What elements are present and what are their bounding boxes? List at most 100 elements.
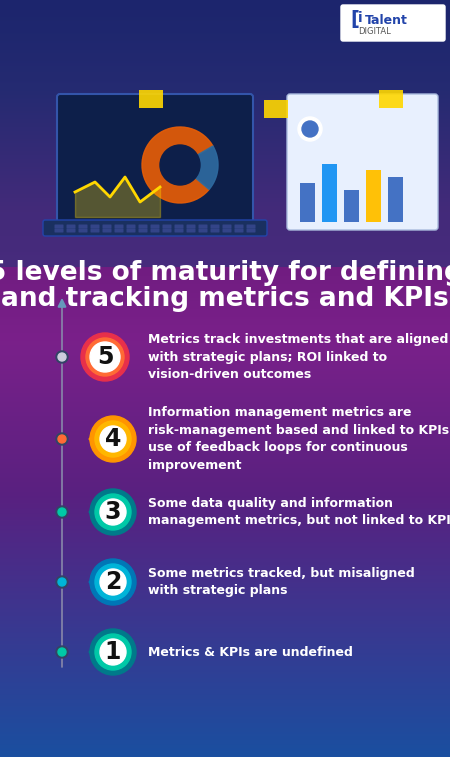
Circle shape: [56, 433, 68, 445]
FancyBboxPatch shape: [211, 229, 220, 232]
Circle shape: [302, 121, 318, 137]
FancyBboxPatch shape: [126, 229, 135, 232]
FancyBboxPatch shape: [162, 225, 171, 229]
Text: Metrics & KPIs are undefined: Metrics & KPIs are undefined: [148, 646, 353, 659]
FancyBboxPatch shape: [90, 229, 99, 232]
Circle shape: [95, 564, 131, 600]
FancyBboxPatch shape: [341, 5, 445, 41]
Circle shape: [95, 634, 131, 670]
Circle shape: [100, 639, 126, 665]
Circle shape: [56, 351, 68, 363]
Text: Some data quality and information
management metrics, but not linked to KPIs: Some data quality and information manage…: [148, 497, 450, 527]
FancyBboxPatch shape: [222, 225, 231, 229]
Text: Metrics track investments that are aligned
with strategic plans; ROI linked to
v: Metrics track investments that are align…: [148, 333, 448, 381]
Circle shape: [56, 646, 68, 658]
FancyBboxPatch shape: [139, 225, 148, 229]
Polygon shape: [89, 640, 102, 665]
Circle shape: [298, 117, 322, 141]
FancyBboxPatch shape: [366, 170, 381, 222]
FancyBboxPatch shape: [344, 189, 359, 222]
Polygon shape: [96, 502, 104, 522]
FancyBboxPatch shape: [222, 229, 231, 232]
Polygon shape: [142, 127, 213, 203]
FancyBboxPatch shape: [150, 229, 159, 232]
Circle shape: [86, 338, 124, 376]
Text: and tracking metrics and KPIs: and tracking metrics and KPIs: [1, 286, 449, 312]
Circle shape: [90, 342, 120, 372]
FancyBboxPatch shape: [103, 225, 112, 229]
FancyBboxPatch shape: [300, 183, 315, 222]
FancyBboxPatch shape: [54, 229, 63, 232]
FancyBboxPatch shape: [139, 90, 163, 108]
Text: [: [: [350, 11, 359, 30]
FancyBboxPatch shape: [175, 229, 184, 232]
Circle shape: [56, 576, 68, 588]
Text: Information management metrics are
risk-management based and linked to KPIs;
use: Information management metrics are risk-…: [148, 407, 450, 472]
FancyBboxPatch shape: [114, 225, 123, 229]
Circle shape: [56, 506, 68, 518]
Polygon shape: [96, 642, 104, 662]
Circle shape: [95, 494, 131, 530]
Text: 3: 3: [105, 500, 121, 524]
Polygon shape: [89, 500, 102, 525]
FancyBboxPatch shape: [90, 225, 99, 229]
Polygon shape: [180, 146, 218, 189]
FancyBboxPatch shape: [175, 225, 184, 229]
FancyBboxPatch shape: [234, 225, 243, 229]
Circle shape: [58, 648, 66, 656]
Circle shape: [95, 421, 131, 457]
Circle shape: [58, 353, 66, 361]
FancyBboxPatch shape: [43, 220, 267, 236]
Text: 1: 1: [105, 640, 121, 664]
FancyBboxPatch shape: [211, 225, 220, 229]
FancyBboxPatch shape: [287, 94, 438, 230]
Circle shape: [81, 333, 129, 381]
FancyBboxPatch shape: [198, 229, 207, 232]
FancyBboxPatch shape: [198, 225, 207, 229]
FancyBboxPatch shape: [54, 225, 63, 229]
Circle shape: [90, 489, 136, 535]
Text: i: i: [358, 11, 363, 25]
Text: 5 levels of maturity for defining: 5 levels of maturity for defining: [0, 260, 450, 286]
FancyBboxPatch shape: [264, 100, 288, 118]
FancyBboxPatch shape: [186, 225, 195, 229]
FancyBboxPatch shape: [186, 229, 195, 232]
FancyBboxPatch shape: [234, 229, 243, 232]
Text: 2: 2: [105, 570, 121, 594]
FancyBboxPatch shape: [379, 90, 403, 108]
Text: 4: 4: [105, 427, 121, 451]
FancyBboxPatch shape: [139, 229, 148, 232]
Text: Some metrics tracked, but misaligned
with strategic plans: Some metrics tracked, but misaligned wit…: [148, 567, 415, 597]
FancyBboxPatch shape: [67, 229, 76, 232]
FancyBboxPatch shape: [388, 176, 403, 222]
Circle shape: [100, 499, 126, 525]
Polygon shape: [89, 426, 102, 452]
Circle shape: [142, 127, 218, 203]
FancyBboxPatch shape: [126, 225, 135, 229]
FancyBboxPatch shape: [150, 225, 159, 229]
FancyBboxPatch shape: [67, 225, 76, 229]
Polygon shape: [96, 572, 104, 592]
FancyBboxPatch shape: [322, 164, 337, 222]
FancyBboxPatch shape: [57, 94, 253, 230]
FancyBboxPatch shape: [78, 229, 87, 232]
Circle shape: [58, 508, 66, 516]
Text: DIGITAL: DIGITAL: [358, 26, 391, 36]
FancyBboxPatch shape: [247, 229, 256, 232]
Circle shape: [100, 426, 126, 452]
Polygon shape: [89, 569, 102, 595]
FancyBboxPatch shape: [0, 0, 450, 267]
Circle shape: [58, 578, 66, 586]
Circle shape: [90, 629, 136, 675]
Circle shape: [100, 569, 126, 595]
Circle shape: [90, 559, 136, 605]
Circle shape: [160, 145, 200, 185]
Text: Talent: Talent: [365, 14, 408, 26]
FancyBboxPatch shape: [103, 229, 112, 232]
Polygon shape: [96, 429, 104, 449]
FancyBboxPatch shape: [247, 225, 256, 229]
Circle shape: [58, 435, 66, 443]
FancyBboxPatch shape: [78, 225, 87, 229]
Circle shape: [90, 416, 136, 462]
FancyBboxPatch shape: [162, 229, 171, 232]
